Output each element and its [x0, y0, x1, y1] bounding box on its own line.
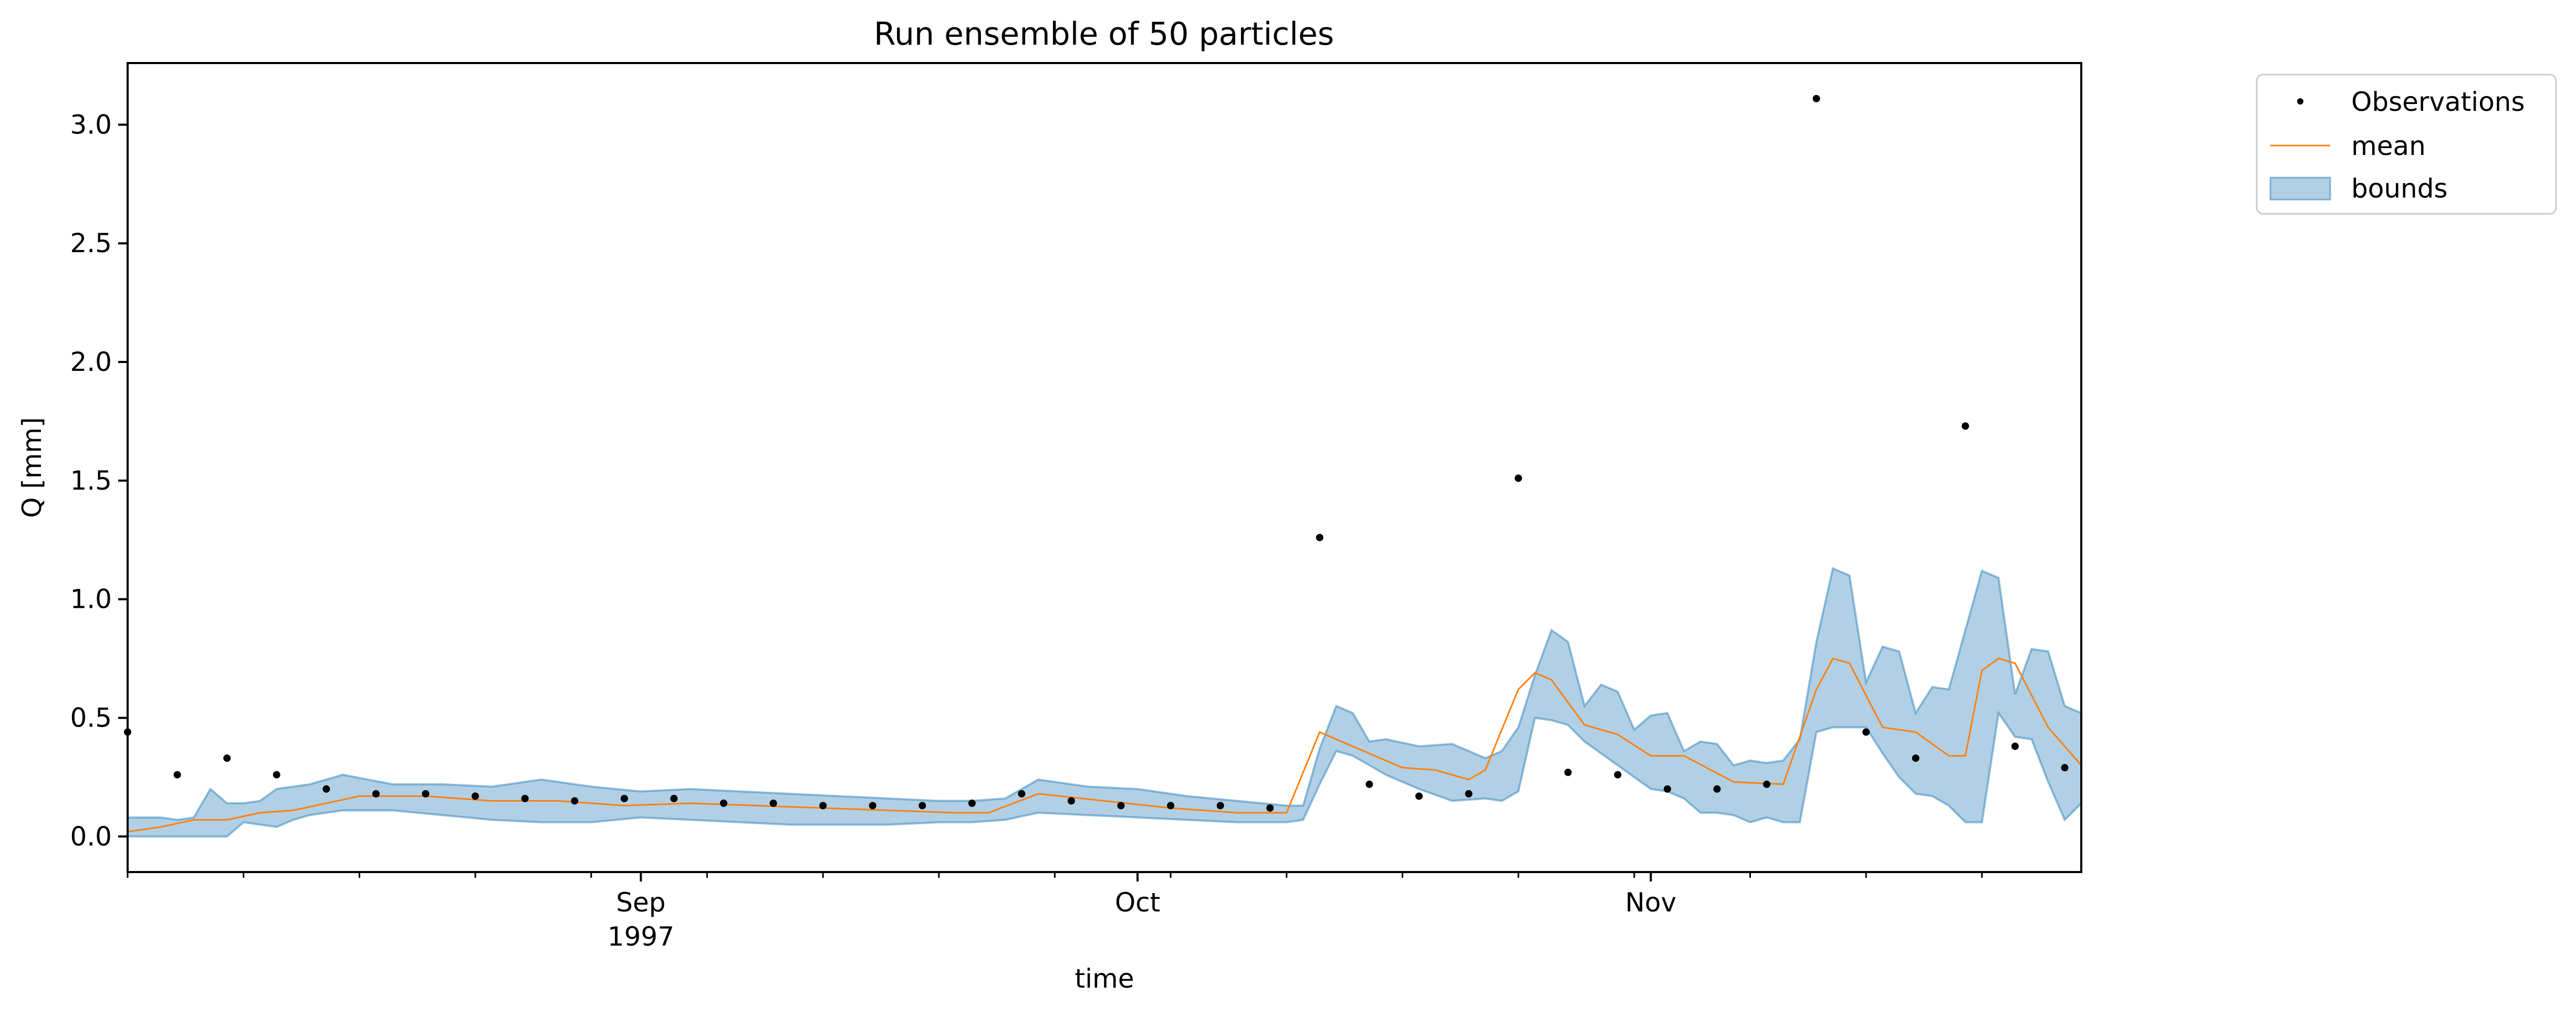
- observation-point: [1663, 785, 1671, 793]
- plot-frame: [127, 62, 2082, 873]
- observation-point: [1912, 754, 1920, 762]
- observation-point: [769, 800, 777, 807]
- legend-bounds-label: bounds: [2351, 173, 2448, 204]
- observation-point: [521, 795, 529, 802]
- y-axis: 0.0 0.5 1.0 1.5 2.0 2.5 3.0: [70, 109, 128, 852]
- observation-point: [472, 792, 479, 800]
- x-tick-label: Oct: [1115, 887, 1160, 918]
- observation-point: [1216, 802, 1224, 810]
- mean-line: [128, 657, 2081, 833]
- plot-area: [124, 95, 2081, 838]
- observation-point: [1763, 780, 1770, 788]
- observation-point: [422, 790, 430, 797]
- bounds-band-layer: [128, 567, 2081, 838]
- y-tick-label: 2.0: [70, 347, 112, 377]
- chart-title: Run ensemble of 50 particles: [874, 16, 1334, 53]
- legend-mean-label: mean: [2351, 131, 2426, 161]
- observation-point: [620, 795, 628, 802]
- observation-point: [1614, 771, 1622, 779]
- observation-point: [1067, 797, 1075, 805]
- observation-point: [968, 800, 976, 807]
- mean-line-layer: [128, 657, 2081, 833]
- observation-point: [1415, 792, 1423, 800]
- observation-point: [173, 771, 181, 779]
- observation-point: [1812, 95, 1820, 102]
- observation-point: [1365, 780, 1373, 788]
- observation-point: [571, 797, 579, 805]
- observation-point: [1515, 474, 1522, 482]
- observations-layer: [124, 95, 2069, 812]
- observation-point: [372, 790, 380, 797]
- x-tick-label: Nov: [1625, 887, 1677, 918]
- y-tick-label: 2.5: [70, 228, 112, 258]
- x-axis-label: time: [1075, 963, 1134, 994]
- observation-point: [1564, 769, 1572, 776]
- legend-observations-marker: [2297, 98, 2303, 105]
- observation-point: [1465, 790, 1473, 797]
- observation-point: [1266, 804, 1274, 812]
- observation-point: [223, 754, 231, 762]
- observation-point: [2011, 742, 2019, 750]
- y-axis-label: Q [mm]: [17, 417, 47, 518]
- y-tick-label: 0.5: [70, 702, 112, 733]
- legend-observations-label: Observations: [2351, 87, 2525, 117]
- observation-point: [1962, 422, 1969, 430]
- y-tick-label: 1.0: [70, 584, 112, 615]
- observation-point: [1713, 785, 1721, 793]
- observation-point: [819, 802, 827, 810]
- observation-point: [322, 785, 330, 793]
- bounds-lower-edge: [128, 710, 2081, 838]
- observation-point: [1316, 534, 1323, 542]
- x-tick-label: Sep: [616, 887, 665, 918]
- observation-point: [719, 800, 727, 807]
- observation-point: [670, 795, 678, 802]
- legend: Observations mean bounds: [2256, 74, 2557, 215]
- observation-point: [273, 771, 280, 779]
- observation-point: [919, 802, 926, 810]
- observation-point: [1018, 790, 1026, 797]
- legend-frame: [2256, 74, 2557, 215]
- x-tick-sublabel: 1997: [608, 921, 674, 952]
- observation-point: [1862, 728, 1870, 736]
- y-tick-label: 0.0: [70, 821, 112, 852]
- legend-bounds-patch: [2269, 177, 2331, 201]
- bounds-band: [128, 568, 2081, 837]
- y-tick-label: 1.5: [70, 465, 112, 496]
- observation-point: [869, 802, 877, 810]
- y-tick-label: 3.0: [70, 109, 112, 140]
- observation-point: [1117, 802, 1125, 810]
- observation-point: [2061, 764, 2069, 772]
- bounds-upper-edge: [128, 567, 2081, 821]
- observation-point: [1167, 802, 1175, 810]
